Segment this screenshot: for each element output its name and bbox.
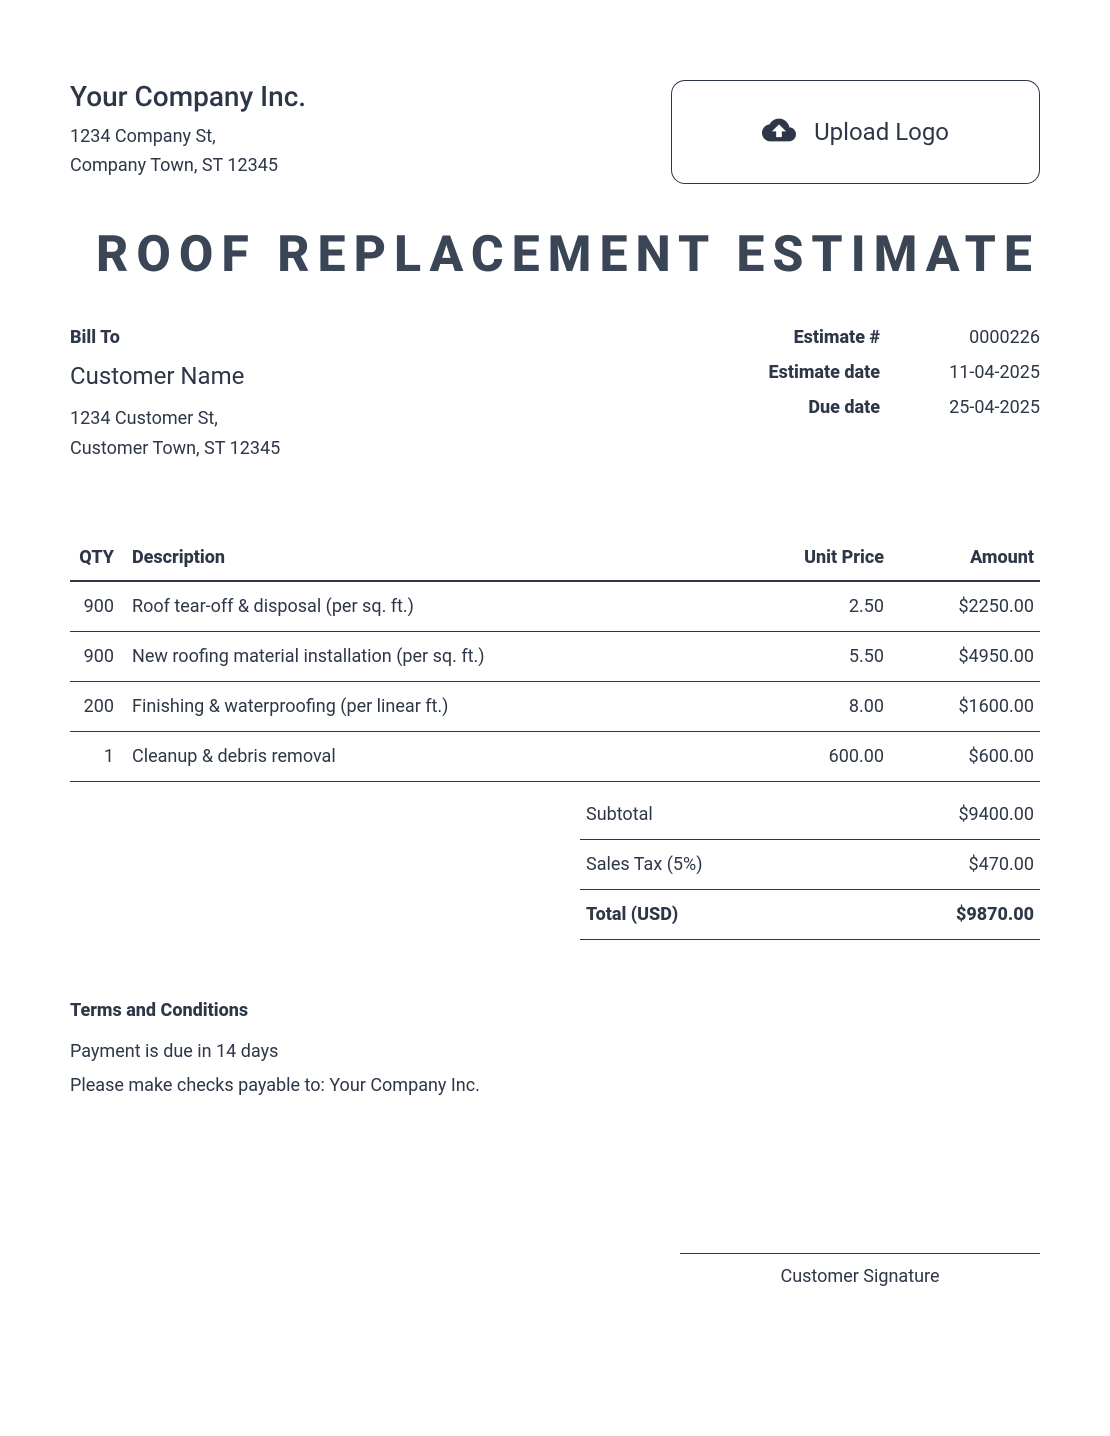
company-name: Your Company Inc. [70, 80, 671, 113]
total-label: Total (USD) [586, 904, 678, 925]
description-cell: Finishing & waterproofing (per linear ft… [120, 681, 720, 731]
document-title: ROOF REPLACEMENT ESTIMATE [70, 224, 1040, 287]
line-items-table: QTY Description Unit Price Amount 900Roo… [70, 535, 1040, 782]
tax-row: Sales Tax (5%) $470.00 [580, 840, 1040, 890]
table-row: 1Cleanup & debris removal600.00$600.00 [70, 731, 1040, 781]
header-row: Your Company Inc. 1234 Company St, Compa… [70, 80, 1040, 184]
unit-price-cell: 600.00 [720, 731, 890, 781]
customer-address: 1234 Customer St, Customer Town, ST 1234… [70, 404, 750, 465]
unit-price-cell: 5.50 [720, 631, 890, 681]
totals-block: Subtotal $9400.00 Sales Tax (5%) $470.00… [580, 790, 1040, 940]
estimate-date-value: 11-04-2025 [930, 362, 1040, 383]
qty-cell: 1 [70, 731, 120, 781]
terms-line2: Please make checks payable to: Your Comp… [70, 1069, 1040, 1103]
terms-block: Terms and Conditions Payment is due in 1… [70, 1000, 1040, 1103]
cloud-upload-icon [762, 113, 796, 151]
signature-label: Customer Signature [680, 1253, 1040, 1287]
estimate-date-label: Estimate date [750, 362, 880, 383]
unit-price-cell: 2.50 [720, 581, 890, 632]
table-row: 900Roof tear-off & disposal (per sq. ft.… [70, 581, 1040, 632]
description-cell: Roof tear-off & disposal (per sq. ft.) [120, 581, 720, 632]
total-value: $9870.00 [956, 904, 1034, 925]
meta-row-due-date: Due date 25-04-2025 [750, 397, 1040, 418]
qty-cell: 900 [70, 631, 120, 681]
description-cell: Cleanup & debris removal [120, 731, 720, 781]
column-header-unit-price: Unit Price [720, 535, 890, 581]
company-address-line1: 1234 Company St, [70, 123, 671, 152]
terms-text: Payment is due in 14 days Please make ch… [70, 1035, 1040, 1103]
estimate-meta-block: Estimate # 0000226 Estimate date 11-04-2… [750, 327, 1040, 465]
amount-cell: $600.00 [890, 731, 1040, 781]
amount-cell: $2250.00 [890, 581, 1040, 632]
qty-cell: 200 [70, 681, 120, 731]
upload-logo-button[interactable]: Upload Logo [671, 80, 1040, 184]
tax-value: $470.00 [969, 854, 1034, 875]
table-row: 200Finishing & waterproofing (per linear… [70, 681, 1040, 731]
terms-heading: Terms and Conditions [70, 1000, 1040, 1021]
company-address-line2: Company Town, ST 12345 [70, 152, 671, 181]
customer-address-line1: 1234 Customer St, [70, 404, 750, 435]
estimate-number-label: Estimate # [750, 327, 880, 348]
bill-to-heading: Bill To [70, 327, 750, 348]
company-address: 1234 Company St, Company Town, ST 12345 [70, 123, 671, 181]
estimate-number-value: 0000226 [930, 327, 1040, 348]
meta-row-estimate-date: Estimate date 11-04-2025 [750, 362, 1040, 383]
qty-cell: 900 [70, 581, 120, 632]
signature-block: Customer Signature [680, 1253, 1040, 1287]
tax-label: Sales Tax (5%) [586, 854, 702, 875]
total-row: Total (USD) $9870.00 [580, 890, 1040, 940]
amount-cell: $4950.00 [890, 631, 1040, 681]
company-block: Your Company Inc. 1234 Company St, Compa… [70, 80, 671, 181]
description-cell: New roofing material installation (per s… [120, 631, 720, 681]
subtotal-value: $9400.00 [958, 804, 1034, 825]
info-row: Bill To Customer Name 1234 Customer St, … [70, 327, 1040, 465]
subtotal-label: Subtotal [586, 804, 653, 825]
terms-line1: Payment is due in 14 days [70, 1035, 1040, 1069]
column-header-amount: Amount [890, 535, 1040, 581]
column-header-description: Description [120, 535, 720, 581]
table-header-row: QTY Description Unit Price Amount [70, 535, 1040, 581]
bill-to-block: Bill To Customer Name 1234 Customer St, … [70, 327, 750, 465]
meta-row-estimate-number: Estimate # 0000226 [750, 327, 1040, 348]
subtotal-row: Subtotal $9400.00 [580, 790, 1040, 840]
customer-name: Customer Name [70, 362, 750, 390]
unit-price-cell: 8.00 [720, 681, 890, 731]
column-header-qty: QTY [70, 535, 120, 581]
due-date-label: Due date [750, 397, 880, 418]
due-date-value: 25-04-2025 [930, 397, 1040, 418]
amount-cell: $1600.00 [890, 681, 1040, 731]
table-row: 900New roofing material installation (pe… [70, 631, 1040, 681]
upload-logo-label: Upload Logo [814, 118, 949, 146]
customer-address-line2: Customer Town, ST 12345 [70, 434, 750, 465]
